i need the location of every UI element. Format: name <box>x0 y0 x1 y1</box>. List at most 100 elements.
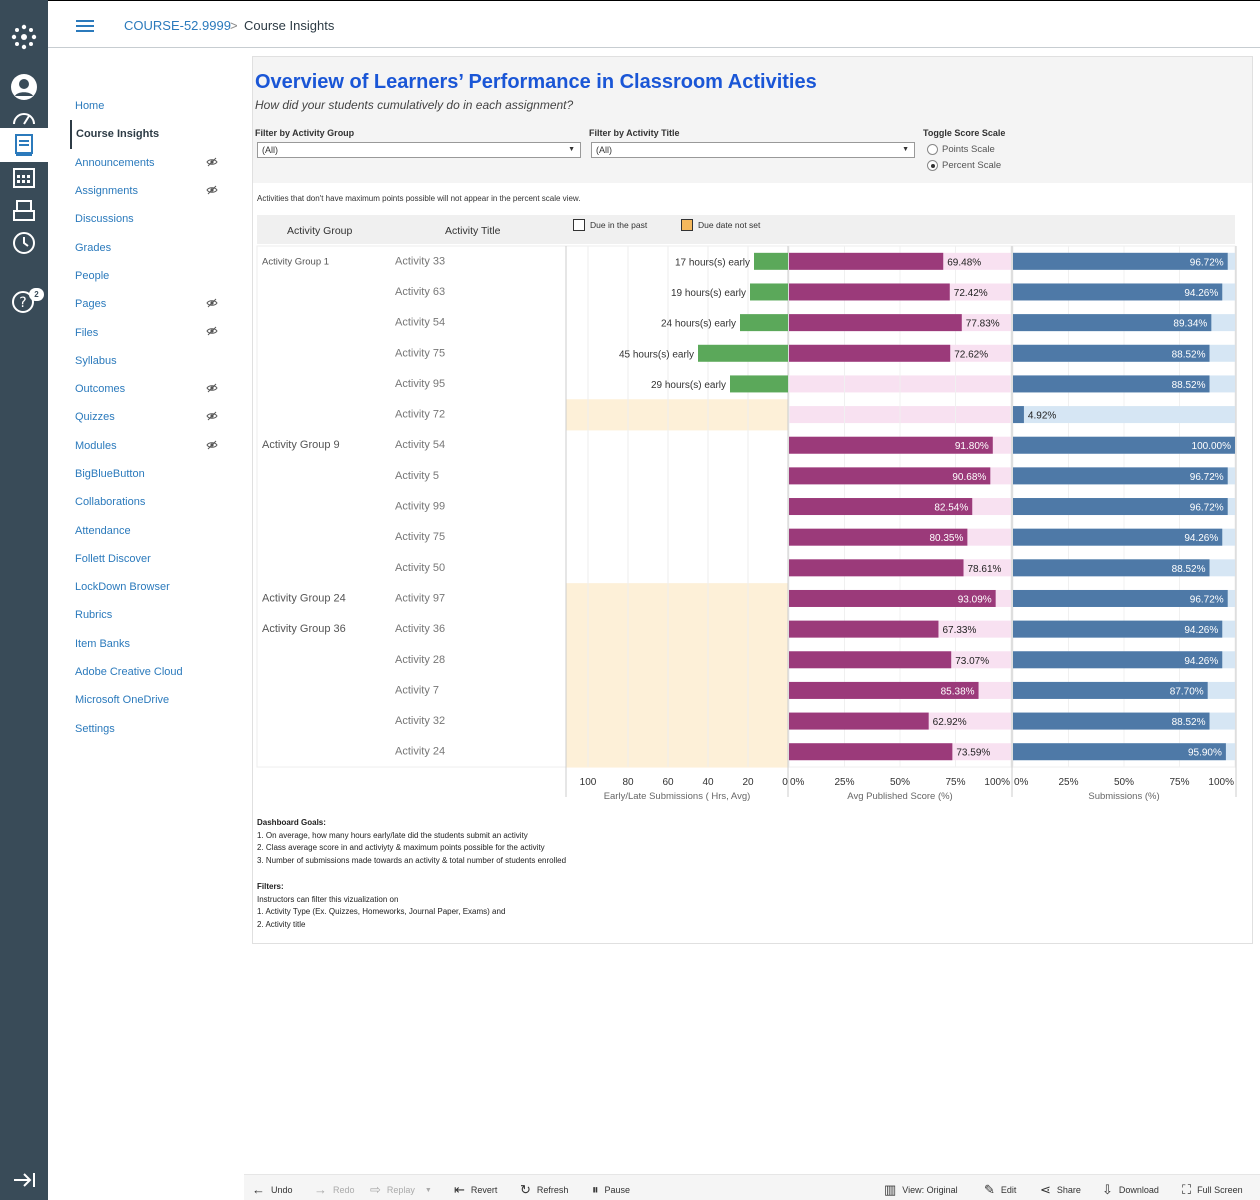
courses-icon[interactable] <box>0 128 48 162</box>
activity-group-label: Activity Group 1 <box>262 256 329 267</box>
course-nav-item[interactable]: Pages <box>70 290 230 318</box>
due-not-set-band <box>566 644 788 676</box>
course-nav-item[interactable]: Modules <box>70 432 230 460</box>
course-nav-item[interactable]: Assignments <box>70 177 230 205</box>
account-icon[interactable] <box>0 70 48 104</box>
undo-icon: ← <box>252 1182 265 1197</box>
activity-title-label: Activity 75 <box>395 531 445 543</box>
history-icon[interactable] <box>0 226 48 260</box>
early-late-data-label: 19 hours(s) early <box>671 288 746 299</box>
download-button[interactable]: ⇩ Download <box>1102 1182 1159 1198</box>
undo-button[interactable]: ← Undo <box>252 1182 293 1197</box>
download-label: Download <box>1118 1185 1159 1195</box>
early-late-bar <box>754 252 788 270</box>
submission-data-label: 94.26% <box>1184 533 1218 544</box>
collapse-nav-icon[interactable] <box>0 1160 48 1200</box>
course-nav-item[interactable]: Grades <box>70 233 230 261</box>
inbox-icon[interactable] <box>0 194 48 228</box>
refresh-button[interactable]: ↻ Refresh <box>520 1182 568 1198</box>
dropdown-arrow-icon: ▼ <box>902 146 909 153</box>
filter-title-select[interactable]: (All) ▼ <box>591 142 915 158</box>
breadcrumb-course[interactable]: COURSE-52.9999 <box>124 18 231 33</box>
download-icon: ⇩ <box>1102 1182 1113 1197</box>
legend-swatch-due-past <box>573 219 585 231</box>
course-nav-label: Settings <box>75 722 115 735</box>
submission-data-label: 96.72% <box>1190 594 1224 605</box>
view-original-button[interactable]: ▥ View: Original <box>884 1182 958 1198</box>
points-scale-radio[interactable]: Points Scale <box>927 144 995 155</box>
percent-scale-radio[interactable]: Percent Scale <box>927 160 1001 171</box>
pause-button[interactable]: ⏸ Pause <box>592 1182 630 1198</box>
course-nav-item[interactable]: Quizzes <box>70 403 230 431</box>
submission-bar <box>1013 252 1228 270</box>
filter-group-select[interactable]: (All) ▼ <box>257 142 581 158</box>
avg-score-bar <box>789 283 950 301</box>
course-nav-item[interactable]: People <box>70 262 230 290</box>
course-nav-item[interactable]: Item Banks <box>70 630 230 658</box>
due-not-set-band <box>566 399 788 431</box>
activity-title-label: Activity 36 <box>395 623 445 635</box>
dashboard-header: Overview of Learners’ Performance in Cla… <box>253 57 1252 183</box>
fullscreen-button[interactable]: ⛶ Full Screen <box>1182 1182 1243 1198</box>
course-nav-item[interactable]: Settings <box>70 715 230 743</box>
share-button[interactable]: ⋖ Share <box>1040 1182 1081 1198</box>
x-tick-label: 40 <box>702 777 714 788</box>
course-nav-item[interactable]: Discussions <box>70 205 230 233</box>
early-late-bar <box>740 314 788 332</box>
course-nav-item[interactable]: Announcements <box>70 149 230 177</box>
submission-data-label: 96.72% <box>1190 472 1224 483</box>
x-axis-title: Early/Late Submissions ( Hrs, Avg) <box>604 791 751 802</box>
calendar-icon[interactable] <box>0 160 48 194</box>
course-nav-item[interactable]: Rubrics <box>70 601 230 629</box>
activity-title-label: Activity 54 <box>395 439 445 451</box>
radio-checked-icon <box>927 160 938 171</box>
course-nav-item[interactable]: Files <box>70 318 230 346</box>
due-not-set-band <box>566 705 788 737</box>
course-nav-item[interactable]: LockDown Browser <box>70 573 230 601</box>
submission-bar <box>1013 528 1223 546</box>
course-nav-item[interactable]: Outcomes <box>70 375 230 403</box>
course-nav-item[interactable]: Collaborations <box>70 488 230 516</box>
avg-score-data-label: 93.09% <box>958 594 992 605</box>
replay-button[interactable]: ⇨ Replay ▼ <box>370 1182 432 1198</box>
course-nav-item[interactable]: Attendance <box>70 516 230 544</box>
hidden-eye-icon <box>206 383 218 396</box>
col-activity-group: Activity Group <box>287 225 353 237</box>
insights-dashboard: Overview of Learners’ Performance in Cla… <box>252 56 1253 944</box>
course-nav-label: Assignments <box>75 185 138 198</box>
points-scale-label: Points Scale <box>942 144 995 155</box>
dashboard-icon[interactable] <box>0 100 48 134</box>
submission-data-label: 4.92% <box>1028 411 1056 422</box>
hamburger-menu-icon[interactable] <box>76 20 94 32</box>
edit-button[interactable]: ✎ Edit <box>984 1182 1016 1198</box>
course-nav-item[interactable]: Course Insights <box>70 120 230 149</box>
course-nav-label: Follett Discover <box>75 552 151 565</box>
submission-bar <box>1013 283 1223 301</box>
table-header: Activity Group Activity Title Due in the… <box>257 215 1235 244</box>
submission-bar <box>1013 498 1228 516</box>
course-nav-item[interactable]: Microsoft OneDrive <box>70 686 230 714</box>
avg-score-data-label: 73.07% <box>955 656 989 667</box>
revert-button[interactable]: ⇤ Revert <box>454 1182 497 1198</box>
course-nav-item[interactable]: Follett Discover <box>70 545 230 573</box>
percent-scale-label: Percent Scale <box>942 160 1002 171</box>
hidden-eye-icon <box>206 326 218 339</box>
logo-icon[interactable] <box>0 20 48 54</box>
refresh-label: Refresh <box>536 1185 569 1195</box>
fullscreen-label: Full Screen <box>1197 1185 1243 1195</box>
course-nav-item[interactable]: Adobe Creative Cloud <box>70 658 230 686</box>
pause-label: Pause <box>604 1185 631 1195</box>
course-nav-item[interactable]: Home <box>70 92 230 120</box>
avg-score-bar <box>789 712 929 730</box>
redo-button[interactable]: → Redo <box>314 1182 355 1197</box>
early-late-data-label: 29 hours(s) early <box>651 380 726 391</box>
avg-score-bar <box>789 314 962 332</box>
help-icon[interactable]: ? <box>0 284 48 318</box>
course-nav-item[interactable]: Syllabus <box>70 347 230 375</box>
avg-score-data-label: 78.61% <box>968 564 1002 575</box>
course-nav-label: Pages <box>75 298 107 311</box>
submission-data-label: 88.52% <box>1172 380 1206 391</box>
course-nav-item[interactable]: BigBlueButton <box>70 460 230 488</box>
avg-score-bar <box>789 559 964 577</box>
early-late-data-label: 17 hours(s) early <box>675 257 750 268</box>
